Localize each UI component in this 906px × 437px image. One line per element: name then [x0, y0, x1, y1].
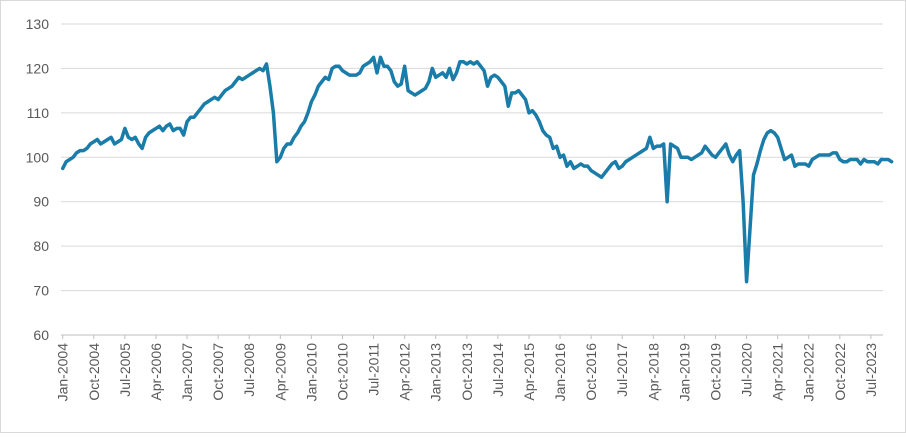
x-tick-label: Jan-2013: [428, 343, 444, 402]
x-tick-label: Oct-2004: [86, 343, 102, 401]
y-axis-tick-labels: 60 70 80 90 100 110 120 130: [26, 16, 50, 343]
x-tick-label: Oct-2010: [334, 343, 350, 401]
x-tick-label: Jan-2010: [303, 343, 319, 402]
y-tick-label: 80: [33, 238, 49, 254]
x-tick-label: Apr-2015: [521, 343, 537, 401]
y-tick-label: 130: [26, 16, 50, 32]
x-tick-label: Jan-2022: [801, 343, 817, 402]
y-tick-label: 60: [33, 327, 49, 343]
x-axis-tick-labels: Jan-2004 Oct-2004 Jul-2005 Apr-2006 Jan-2007…: [55, 335, 879, 401]
x-tick-label: Oct-2022: [832, 343, 848, 401]
y-tick-label: 110: [27, 105, 50, 121]
x-tick-label: Oct-2016: [583, 343, 599, 401]
x-tick-label: Jul-2014: [490, 343, 506, 397]
x-tick-label: Oct-2013: [459, 343, 475, 401]
gridlines: [61, 23, 883, 336]
x-tick-label: Oct-2007: [210, 343, 226, 401]
series-line: [60, 55, 894, 284]
x-tick-label: Jul-2020: [739, 343, 755, 397]
x-tick-label: Apr-2012: [397, 343, 413, 401]
y-tick-label: 90: [33, 194, 49, 210]
x-tick-label: Jul-2023: [863, 343, 879, 397]
x-tick-label: Jan-2004: [55, 343, 71, 402]
x-tick-label: Apr-2006: [148, 343, 164, 401]
x-tick-label: Jan-2016: [552, 343, 568, 402]
x-tick-label: Apr-2018: [645, 343, 661, 401]
x-tick-label: Oct-2019: [707, 343, 723, 401]
x-tick-label: Apr-2009: [272, 343, 288, 401]
x-tick-label: Jan-2019: [676, 343, 692, 402]
series-layer: [60, 55, 894, 284]
x-tick-label: Jul-2005: [117, 343, 133, 397]
y-tick-label: 120: [26, 60, 50, 76]
x-tick-label: Jan-2007: [179, 343, 195, 402]
x-tick-label: Apr-2021: [770, 343, 786, 401]
x-tick-label: Jul-2017: [614, 343, 630, 397]
x-tick-label: Jul-2008: [241, 343, 257, 397]
y-tick-label: 70: [33, 283, 49, 299]
x-tick-label: Jul-2011: [366, 343, 382, 396]
y-tick-label: 100: [26, 149, 50, 165]
